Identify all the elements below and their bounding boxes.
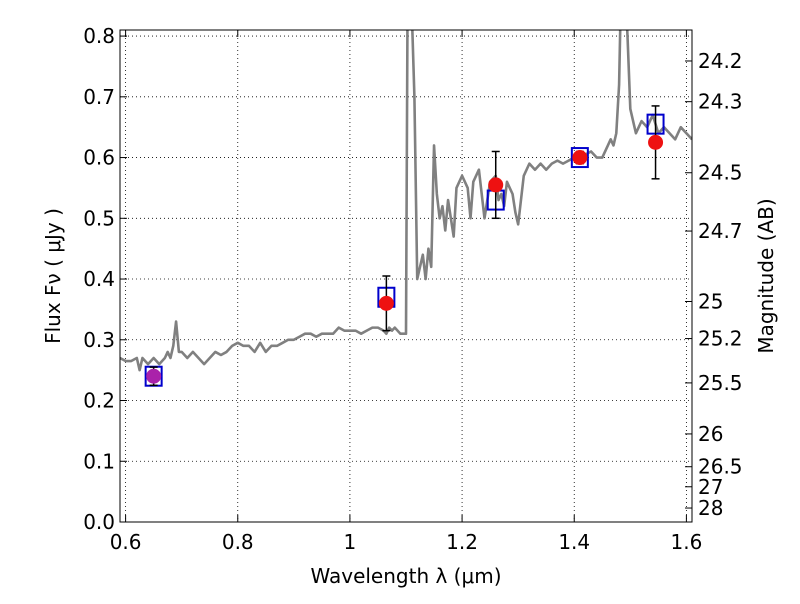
- observed-flux-point: [378, 295, 394, 311]
- y-tick-label: 0.3: [83, 328, 115, 352]
- y2-tick-label: 28: [698, 496, 723, 520]
- y-axis-ticks: 0.0 0.1 0.2 0.3 0.4 0.5 0.6 0.7 0.8: [83, 24, 127, 534]
- y2-tick-label: 24.7: [698, 219, 743, 243]
- y-tick-label: 0.2: [83, 389, 115, 413]
- y-tick-label: 0.6: [83, 146, 115, 170]
- spectrum-line: [120, 30, 692, 372]
- x-tick-label: 1.2: [446, 530, 478, 554]
- x-tick-label: 0.6: [110, 530, 142, 554]
- y-tick-label: 0.7: [83, 85, 115, 109]
- x-tick-label: 1: [344, 530, 357, 554]
- plot-frame: [119, 29, 693, 523]
- x-tick-label: 1.4: [558, 530, 590, 554]
- y2-axis-title: Magnitude (AB): [754, 198, 778, 353]
- y-tick-label: 0.4: [83, 267, 115, 291]
- model-square-marker: [570, 147, 589, 169]
- observed-flux-point: [648, 134, 664, 150]
- y-axis-title: Flux Fν ( μJy ): [41, 208, 65, 344]
- y2-tick-label: 27: [698, 475, 723, 499]
- x-tick-label: 0.8: [222, 530, 254, 554]
- y-tick-label: 0.1: [83, 449, 115, 473]
- spectrum-layer: [120, 30, 692, 372]
- y-tick-label: 0.5: [83, 206, 115, 230]
- y-tick-label: 0.8: [83, 24, 115, 48]
- observed-flux-point: [572, 150, 588, 166]
- y-tick-label: 0.0: [83, 510, 115, 534]
- y2-tick-label: 24.5: [698, 161, 743, 185]
- x-axis-ticks: 0.6 0.8 1 1.2 1.4 1.6: [110, 30, 702, 554]
- y2-tick-label: 26.5: [698, 455, 743, 479]
- observed-photometry-layer: [146, 105, 664, 387]
- y2-tick-label: 24.2: [698, 49, 743, 73]
- x-tick-label: 1.6: [670, 530, 702, 554]
- y2-tick-label: 25: [698, 290, 723, 314]
- observed-flux-point: [488, 177, 504, 193]
- observed-flux-point: [146, 368, 162, 384]
- y2-tick-label: 26: [698, 422, 723, 446]
- y2-tick-label: 24.3: [698, 90, 743, 114]
- x-axis-title: Wavelength λ (μm): [310, 564, 501, 588]
- y2-tick-label: 25.2: [698, 327, 743, 351]
- y2-tick-label: 25.5: [698, 371, 743, 395]
